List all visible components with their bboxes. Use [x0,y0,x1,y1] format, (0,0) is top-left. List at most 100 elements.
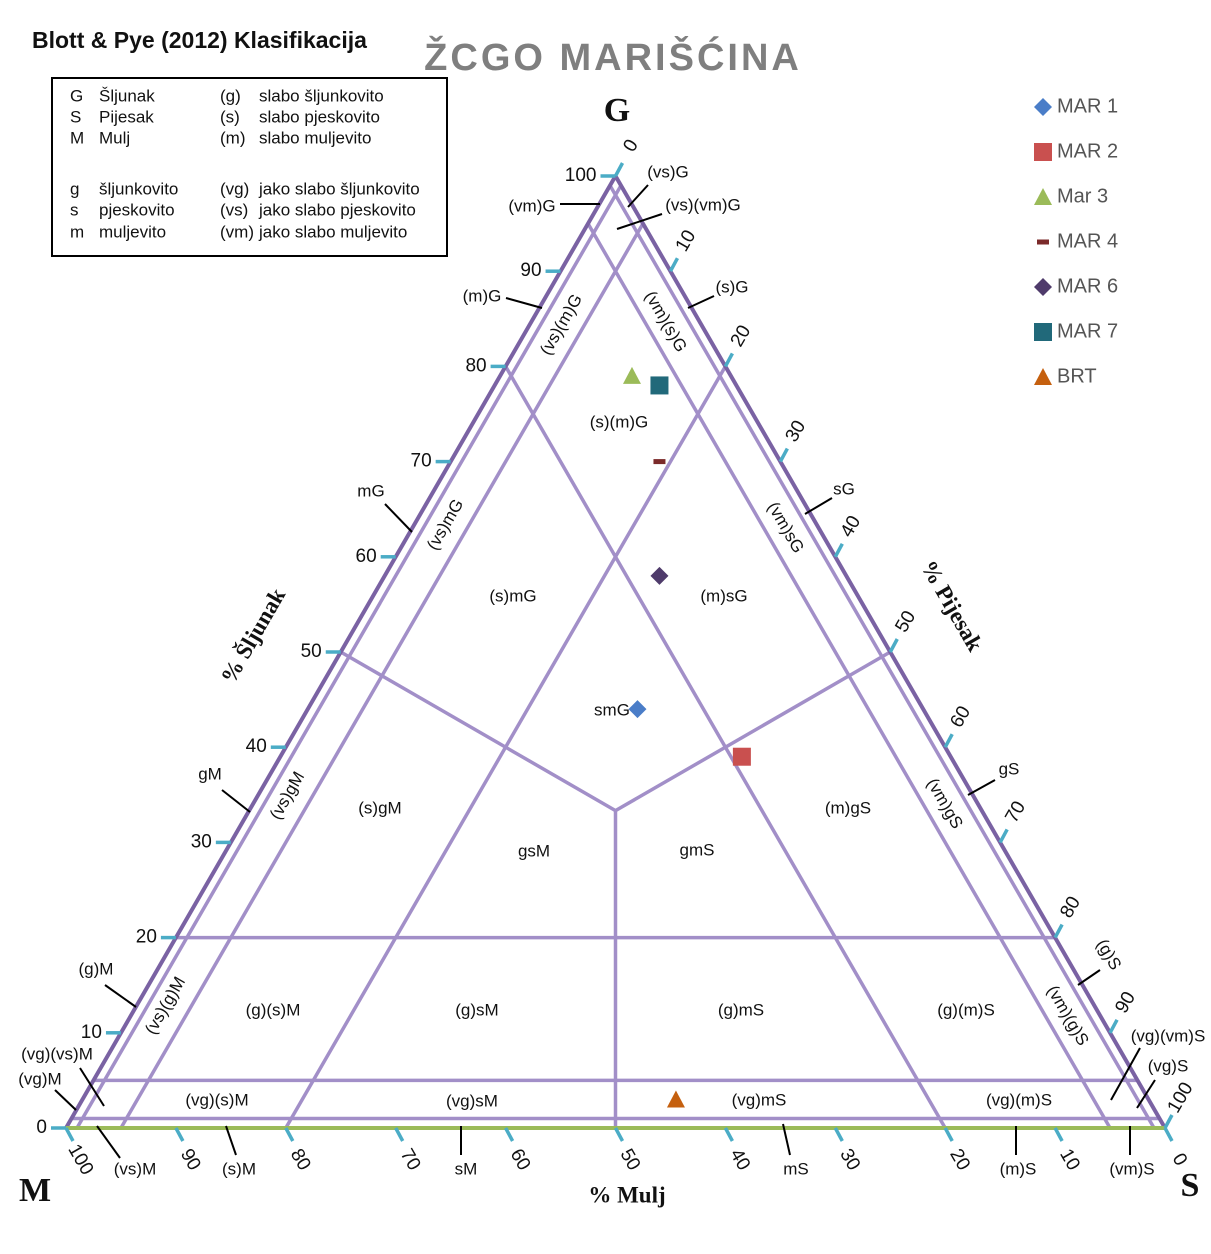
field-label: (m)S [1000,1159,1037,1178]
key-text: m [70,222,84,241]
tick-label: 60 [356,546,377,567]
key-text: (vg) [220,179,249,198]
tick-label: 80 [1056,893,1085,922]
marker [666,1090,685,1108]
legend-marker [1034,323,1052,341]
tick-label: 90 [1111,988,1140,1017]
field-label: gM [198,764,222,783]
marker [653,459,666,465]
tick-label: 20 [945,1145,974,1174]
leader-line [804,497,833,515]
key-text: Pijesak [99,107,154,126]
key-text: jako slabo pjeskovito [258,200,416,219]
tick-mark [1163,1114,1174,1129]
leader-line [627,184,649,208]
marker [650,566,669,585]
tick-mark [723,352,734,368]
legend-label: BRT [1057,365,1097,387]
key-text: slabo pjeskovito [259,107,380,126]
tick-label: 0 [619,136,642,156]
field-label: (vm)G [508,196,555,215]
field-label: (vm)sG [764,499,808,557]
corner-label: G [604,92,630,129]
tick-mark [1053,923,1064,939]
key-text: šljunkovito [99,179,178,198]
tick-mark [833,1127,844,1142]
tick-mark [1053,1127,1064,1142]
tick-label: 40 [725,1145,754,1174]
field-label: (vg)M [18,1069,61,1088]
field-label: (g)sM [455,1000,498,1019]
axis-label: % Pijesak [916,556,988,656]
marker [622,366,641,384]
tick-mark [1163,1127,1174,1142]
tick-mark [833,542,844,558]
tick-mark [723,1127,734,1142]
corner-label: M [19,1172,51,1209]
leader-line [782,1123,791,1156]
field-label: (m)sG [700,586,747,605]
field-label: (g)M [79,959,114,978]
key-text: G [70,86,83,105]
heading: Blott & Pye (2012) Klasifikacija [32,27,367,53]
tick-label: 50 [616,1145,645,1174]
field-label: (vm)gS [923,775,967,832]
legend-marker [1037,239,1049,245]
legend-marker [1034,368,1052,385]
field-label: gS [999,759,1020,778]
tick-label: 60 [506,1145,535,1174]
leader-line [104,984,137,1008]
field-label: mG [357,481,384,500]
legend-marker [1034,188,1052,205]
tick-label: 10 [1055,1145,1084,1174]
field-label: (vg)(vm)S [1131,1026,1206,1045]
tick-mark [1108,1018,1119,1034]
field-label: (vg)S [1148,1056,1189,1075]
tick-label: 40 [246,736,267,757]
tick-mark [888,638,899,653]
legend-marker [1034,98,1052,116]
key-text: jako slabo šljunkovito [258,179,420,198]
key-text: (vs) [220,200,248,219]
key-text: M [70,128,84,147]
tick-mark [998,828,1009,844]
field-label: (vm)(s)G [641,288,691,356]
legend-marker [1034,143,1052,161]
marker [650,376,669,395]
tick-label: 30 [191,831,212,852]
tick-mark [504,1127,515,1142]
tick-mark [64,1127,75,1142]
key-text: Šljunak [99,86,155,105]
axis-label: % Mulj [588,1182,665,1207]
key-text: jako slabo muljevito [258,222,407,241]
tick-mark [668,257,679,273]
tick-label: 20 [727,322,756,351]
tick-label: 70 [411,451,432,472]
tick-label: 40 [837,512,866,541]
key-text: (vm) [220,222,254,241]
field-label: sM [455,1159,478,1178]
tick-mark [613,1127,625,1142]
tick-mark [778,447,789,463]
key-text: S [70,107,81,126]
field-label: (vm)S [1109,1159,1154,1178]
legend-label: MAR 6 [1057,275,1118,297]
tick-label: 10 [672,227,701,256]
field-label: (vs)mG [423,496,467,554]
leader-line [1110,1047,1141,1101]
tick-label: 0 [36,1117,47,1138]
key-text: g [70,179,79,198]
tick-label: 90 [176,1145,205,1174]
tick-mark [613,162,625,177]
leader-line [967,779,996,796]
field-label: (vs)G [647,162,689,181]
leader-line [384,503,413,533]
key-text: pjeskovito [99,200,175,219]
field-label: (m)G [463,286,502,305]
key-text: (m) [220,128,245,147]
field-line [614,650,892,813]
leader-line [225,1125,237,1156]
key-text: muljevito [99,222,166,241]
marker [732,747,751,766]
